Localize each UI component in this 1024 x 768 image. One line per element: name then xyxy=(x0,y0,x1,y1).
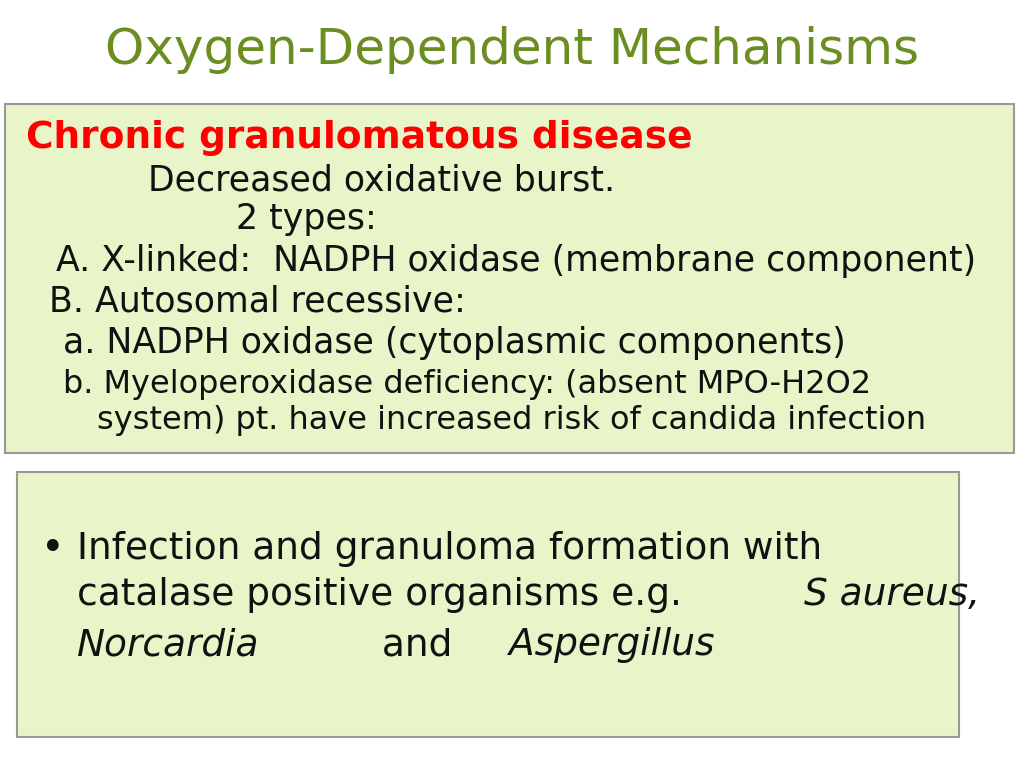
FancyBboxPatch shape xyxy=(17,472,959,737)
Text: a. NADPH oxidase (cytoplasmic components): a. NADPH oxidase (cytoplasmic components… xyxy=(63,326,846,359)
Text: Norcardia: Norcardia xyxy=(77,627,259,663)
Text: Infection and granuloma formation with: Infection and granuloma formation with xyxy=(77,531,822,567)
Text: Decreased oxidative burst.: Decreased oxidative burst. xyxy=(148,164,615,197)
Text: S aureus,: S aureus, xyxy=(804,578,980,613)
Text: •: • xyxy=(41,529,65,569)
Text: B. Autosomal recessive:: B. Autosomal recessive: xyxy=(49,285,466,319)
Text: Aspergillus: Aspergillus xyxy=(509,627,715,663)
Text: Chronic granulomatous disease: Chronic granulomatous disease xyxy=(26,121,692,156)
Text: Oxygen-Dependent Mechanisms: Oxygen-Dependent Mechanisms xyxy=(104,26,920,74)
Text: and: and xyxy=(370,627,464,663)
Text: system) pt. have increased risk of candida infection: system) pt. have increased risk of candi… xyxy=(97,405,927,435)
Text: A. X-linked:  NADPH oxidase (membrane component): A. X-linked: NADPH oxidase (membrane com… xyxy=(56,244,977,278)
Text: b. Myeloperoxidase deficiency: (absent MPO-H2O2: b. Myeloperoxidase deficiency: (absent M… xyxy=(63,369,871,399)
Text: 2 types:: 2 types: xyxy=(236,202,376,236)
Text: catalase positive organisms e.g.: catalase positive organisms e.g. xyxy=(77,578,693,613)
FancyBboxPatch shape xyxy=(5,104,1014,453)
